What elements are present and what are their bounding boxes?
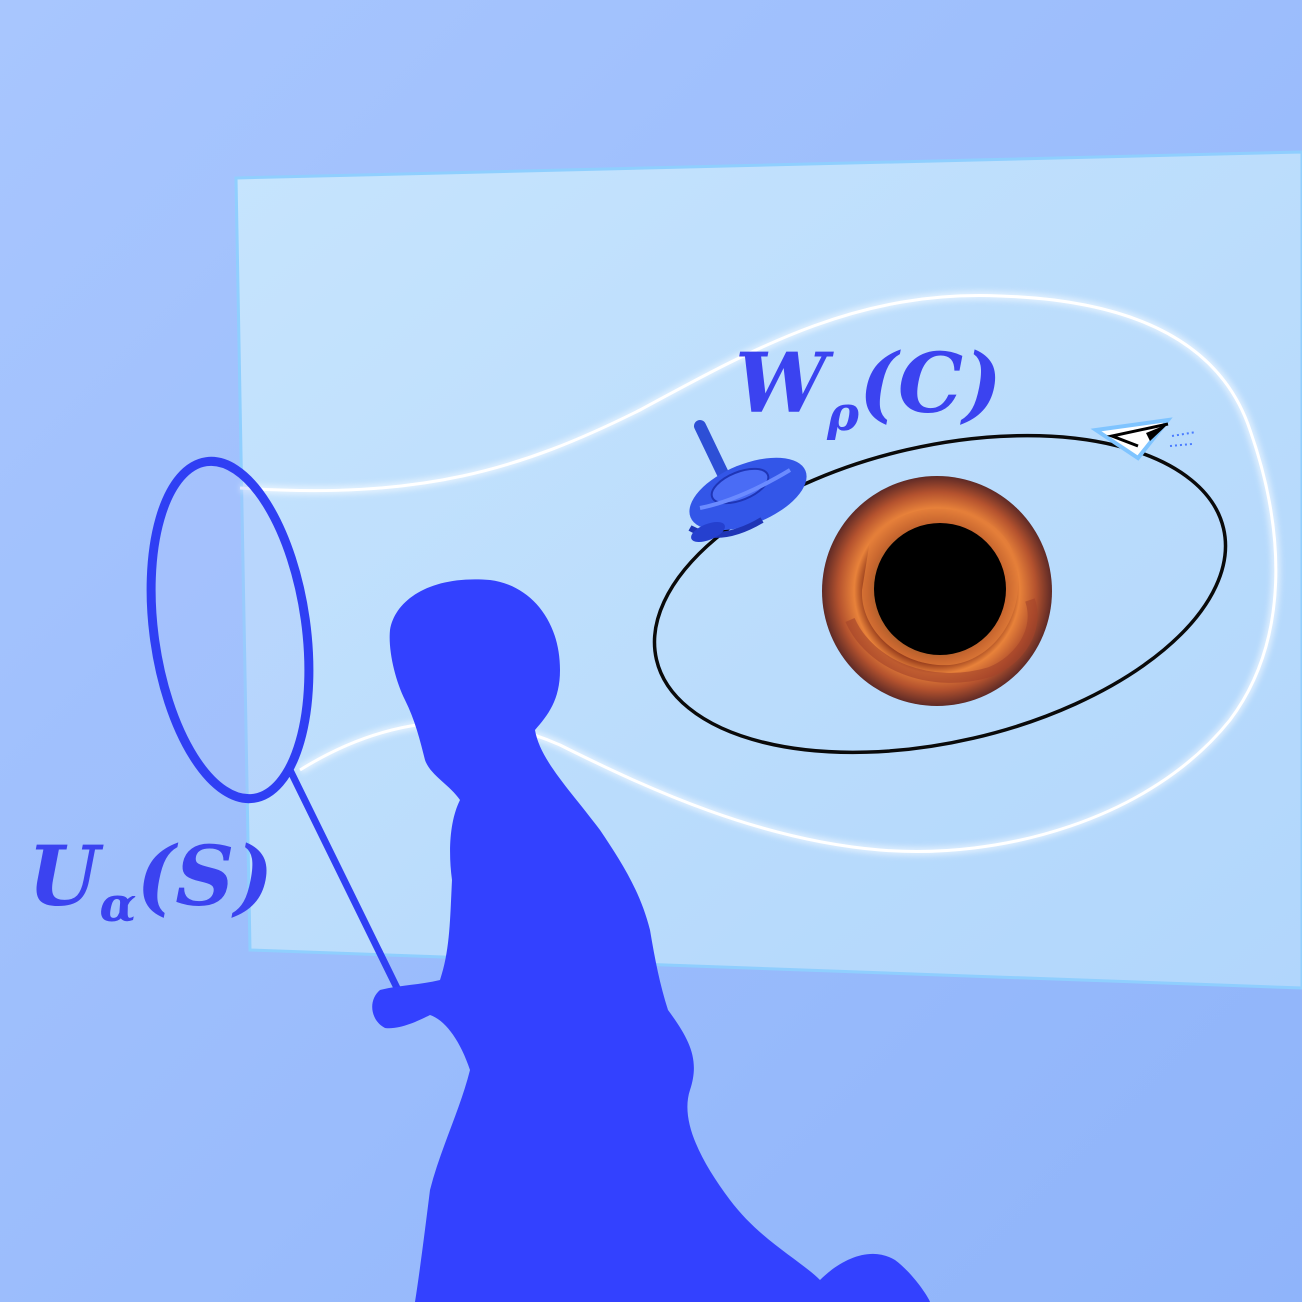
symmetry-subscript: α — [100, 877, 137, 933]
child-silhouette — [372, 579, 930, 1302]
svg-text:Wρ(C): Wρ(C) — [735, 336, 1002, 442]
translucent-panel — [234, 150, 1302, 990]
symmetry-argument: (S) — [136, 829, 273, 925]
wilson-subscript: ρ — [826, 386, 860, 442]
svg-text:Uα(S): Uα(S) — [28, 829, 273, 933]
black-hole-icon — [822, 476, 1052, 706]
paper-plane-icon — [1090, 417, 1197, 461]
surface-tube-outline — [239, 291, 1281, 856]
spinning-top-icon — [688, 420, 807, 543]
symmetry-symbol: U — [28, 829, 104, 925]
butterfly-net-icon — [146, 456, 402, 994]
wilson-argument: (C) — [859, 336, 1002, 432]
symmetry-operator-label: Uα(S) — [28, 829, 273, 933]
wilson-symbol: W — [735, 336, 834, 432]
orbit-loop — [652, 433, 1228, 755]
wilson-loop-label: Wρ(C) — [735, 336, 1002, 442]
